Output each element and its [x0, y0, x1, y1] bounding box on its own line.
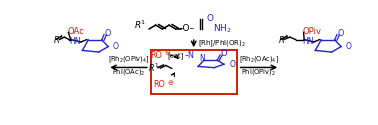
Text: RO: RO [150, 51, 163, 60]
Text: –N: –N [184, 51, 194, 60]
Text: $R^1$: $R^1$ [278, 33, 290, 46]
Text: $R^1$: $R^1$ [135, 19, 147, 31]
Text: ⊖: ⊖ [164, 50, 170, 56]
Text: NH$_2$: NH$_2$ [213, 23, 231, 35]
Text: O: O [105, 29, 112, 38]
Text: HN: HN [69, 37, 81, 46]
Text: $R^1$: $R^1$ [53, 33, 64, 46]
Text: $R^1$: $R^1$ [148, 61, 160, 74]
FancyBboxPatch shape [151, 50, 237, 94]
Text: OPiv: OPiv [302, 27, 321, 36]
Text: RO: RO [153, 80, 165, 89]
Text: O: O [338, 29, 344, 38]
Text: O: O [229, 60, 235, 69]
Text: HN: HN [302, 37, 313, 46]
Text: [Rh]/PhI(OR)$_2$: [Rh]/PhI(OR)$_2$ [198, 38, 246, 49]
Text: O: O [206, 14, 213, 23]
Text: [cat]: [cat] [168, 52, 184, 59]
Text: O: O [346, 42, 352, 51]
Text: –O–: –O– [179, 24, 195, 34]
Text: [Rh$_2$(OPiv)$_4$]: [Rh$_2$(OPiv)$_4$] [108, 54, 150, 65]
Text: PhI(OAc)$_2$: PhI(OAc)$_2$ [112, 67, 145, 77]
Text: OAc: OAc [67, 27, 84, 36]
Text: O: O [113, 42, 119, 51]
Text: N: N [200, 54, 205, 63]
Text: [Rh$_2$(OAc)$_4$]: [Rh$_2$(OAc)$_4$] [239, 54, 279, 65]
Text: O: O [220, 49, 227, 58]
Text: ⊖: ⊖ [167, 80, 173, 86]
Text: PhI(OPiv)$_2$: PhI(OPiv)$_2$ [241, 67, 276, 77]
